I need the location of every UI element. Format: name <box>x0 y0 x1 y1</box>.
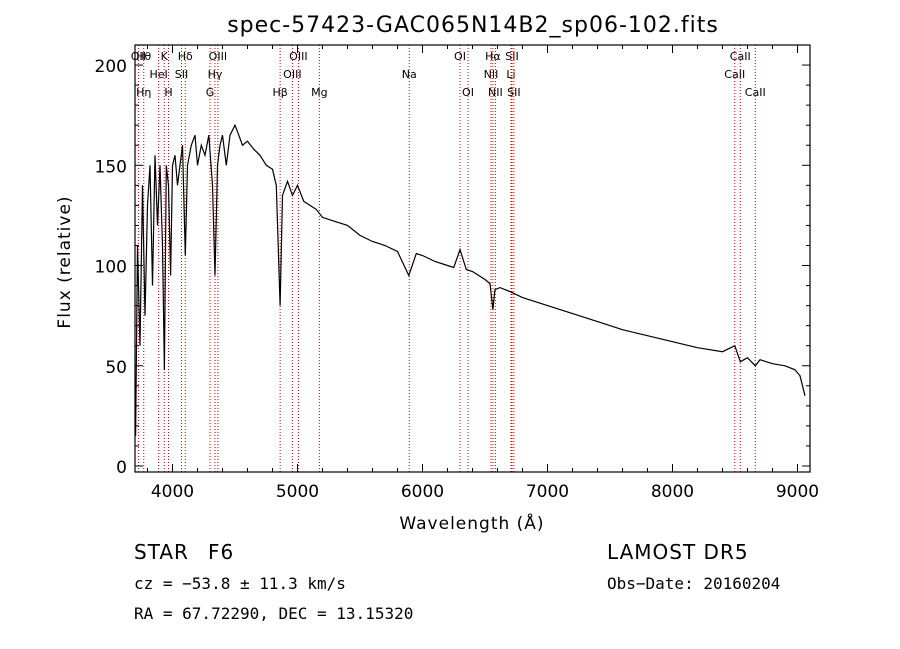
x-tick-label: 8000 <box>651 482 694 502</box>
line-marker-label: Hβ <box>272 86 287 99</box>
line-marker-label: SII <box>505 50 518 63</box>
line-marker-label: CaII <box>730 50 751 63</box>
line-marker-label: HeI <box>149 68 167 81</box>
y-tick-label: 50 <box>105 358 127 378</box>
obs-date: Obs−Date: 20160204 <box>607 574 781 593</box>
y-axis-label: Flux (relative) <box>55 195 75 328</box>
line-marker-label: OI <box>462 86 474 99</box>
x-axis-label: Wavelength (Å) <box>399 512 544 534</box>
y-tick-label: 0 <box>116 458 127 478</box>
line-marker-label: Mg <box>311 86 327 99</box>
line-marker-label: OIII <box>209 50 227 63</box>
ra-dec-coordinates: RA = 67.72290, DEC = 13.15320 <box>134 604 414 623</box>
line-marker-label: OI <box>454 50 466 63</box>
line-marker-label: K <box>161 50 169 63</box>
x-tick-label: 7000 <box>526 482 569 502</box>
line-marker-label: Hθ <box>136 50 151 63</box>
line-marker-label: CaII <box>724 68 745 81</box>
survey-name: LAMOST DR5 <box>607 540 749 564</box>
line-markers: OIIHθHηHeIKHSIIHδGHγOIIIHβOIIIOIIIMgNaOI… <box>131 45 766 472</box>
spectrum-series-line <box>135 123 806 436</box>
y-tick-label: 100 <box>95 258 127 278</box>
y-tick-label: 150 <box>95 157 127 177</box>
object-subclass: F6 <box>208 540 235 564</box>
line-marker-label: NII <box>488 86 503 99</box>
line-marker-label: Na <box>402 68 417 81</box>
chart-title: spec-57423-GAC065N14B2_sp06-102.fits <box>227 13 719 38</box>
line-marker-label: Li <box>506 68 515 81</box>
line-marker-label: Hα <box>485 50 501 63</box>
line-marker-label: Hη <box>136 86 151 99</box>
line-marker-label: H <box>164 86 172 99</box>
line-marker-label: CaII <box>745 86 766 99</box>
x-ticks: 4000 5000 6000 7000 8000 9000 <box>147 45 819 502</box>
x-tick-label: 9000 <box>776 482 819 502</box>
line-marker-label: SII <box>175 68 188 81</box>
line-marker-label: SII <box>507 86 520 99</box>
object-class: STAR <box>134 540 189 564</box>
line-marker-label: G <box>206 86 215 99</box>
y-tick-label: 200 <box>95 57 127 77</box>
redshift-cz: cz = −53.8 ± 11.3 km/s <box>134 574 346 593</box>
x-tick-label: 5000 <box>276 482 319 502</box>
line-marker-label: Hγ <box>208 68 223 81</box>
plot-frame <box>134 44 811 473</box>
line-marker-label: NII <box>484 68 499 81</box>
line-marker-label: OIII <box>283 68 301 81</box>
x-tick-label: 6000 <box>401 482 444 502</box>
line-marker-label: Hδ <box>178 50 193 63</box>
x-tick-label: 4000 <box>151 482 194 502</box>
line-marker-label: OIII <box>289 50 307 63</box>
